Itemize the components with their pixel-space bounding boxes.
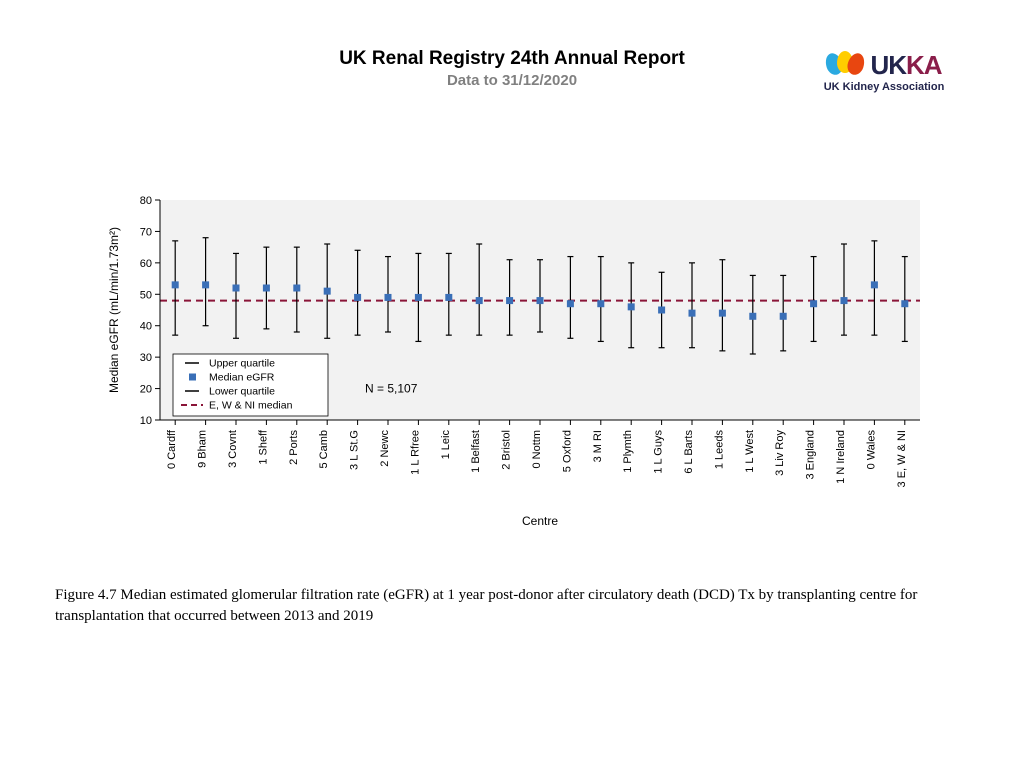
svg-text:3 Liv Roy: 3 Liv Roy	[774, 430, 786, 476]
svg-text:Upper quartile: Upper quartile	[209, 358, 275, 370]
egfr-chart: 10 20 30 40 50 60 70 80 0 Cardff 9 Bham 3 Covnt 1 S…	[100, 190, 930, 530]
ukka-logo: UKKA UK Kidney Association	[794, 50, 974, 93]
svg-text:1 N Ireland: 1 N Ireland	[835, 430, 847, 484]
svg-text:1 Leeds: 1 Leeds	[713, 430, 725, 470]
svg-text:1 L Rfree: 1 L Rfree	[409, 430, 421, 475]
svg-text:6 L Barts: 6 L Barts	[683, 430, 695, 474]
svg-text:1 Leic: 1 Leic	[440, 430, 452, 460]
svg-text:60: 60	[140, 258, 152, 270]
svg-text:0 Wales: 0 Wales	[865, 430, 877, 470]
svg-text:40: 40	[140, 321, 152, 333]
svg-text:5 Oxford: 5 Oxford	[561, 430, 573, 472]
logo-blobs-icon	[826, 51, 864, 81]
svg-text:2 Newc: 2 Newc	[379, 430, 391, 467]
svg-text:3 England: 3 England	[805, 430, 817, 480]
svg-text:30: 30	[140, 352, 152, 364]
svg-text:70: 70	[140, 226, 152, 238]
svg-text:2 Bristol: 2 Bristol	[501, 430, 513, 470]
svg-text:Lower quartile: Lower quartile	[209, 386, 275, 398]
logo-wordmark: UKKA	[870, 50, 941, 81]
svg-text:E, W & NI median: E, W & NI median	[209, 400, 293, 412]
figure-caption: Figure 4.7 Median estimated glomerular f…	[55, 585, 969, 627]
svg-text:2 Ports: 2 Ports	[288, 430, 300, 465]
svg-text:3 M RI: 3 M RI	[592, 430, 604, 462]
svg-text:10: 10	[140, 415, 152, 427]
svg-text:Median eGFR (mL/min/1.73m²): Median eGFR (mL/min/1.73m²)	[107, 227, 121, 393]
svg-text:0 Cardff: 0 Cardff	[166, 429, 178, 469]
svg-text:1 Plymth: 1 Plymth	[622, 430, 634, 473]
svg-text:3 Covnt: 3 Covnt	[227, 430, 239, 468]
svg-text:1 L West: 1 L West	[744, 430, 756, 473]
svg-text:0 Nottm: 0 Nottm	[531, 430, 543, 469]
svg-text:50: 50	[140, 289, 152, 301]
logo-subtitle: UK Kidney Association	[794, 81, 974, 93]
svg-text:1 Belfast: 1 Belfast	[470, 430, 482, 473]
svg-text:1 Sheff: 1 Sheff	[257, 429, 269, 465]
svg-text:3 L St.G: 3 L St.G	[349, 430, 361, 470]
svg-text:20: 20	[140, 384, 152, 396]
svg-text:N = 5,107: N = 5,107	[365, 382, 418, 396]
svg-text:Median eGFR: Median eGFR	[209, 372, 275, 384]
svg-text:80: 80	[140, 195, 152, 207]
svg-text:5 Camb: 5 Camb	[318, 430, 330, 469]
svg-text:1 L Guys: 1 L Guys	[653, 430, 665, 474]
svg-text:9 Bham: 9 Bham	[197, 430, 209, 468]
svg-text:Centre: Centre	[522, 514, 558, 528]
svg-text:3 E, W & NI: 3 E, W & NI	[896, 430, 908, 487]
